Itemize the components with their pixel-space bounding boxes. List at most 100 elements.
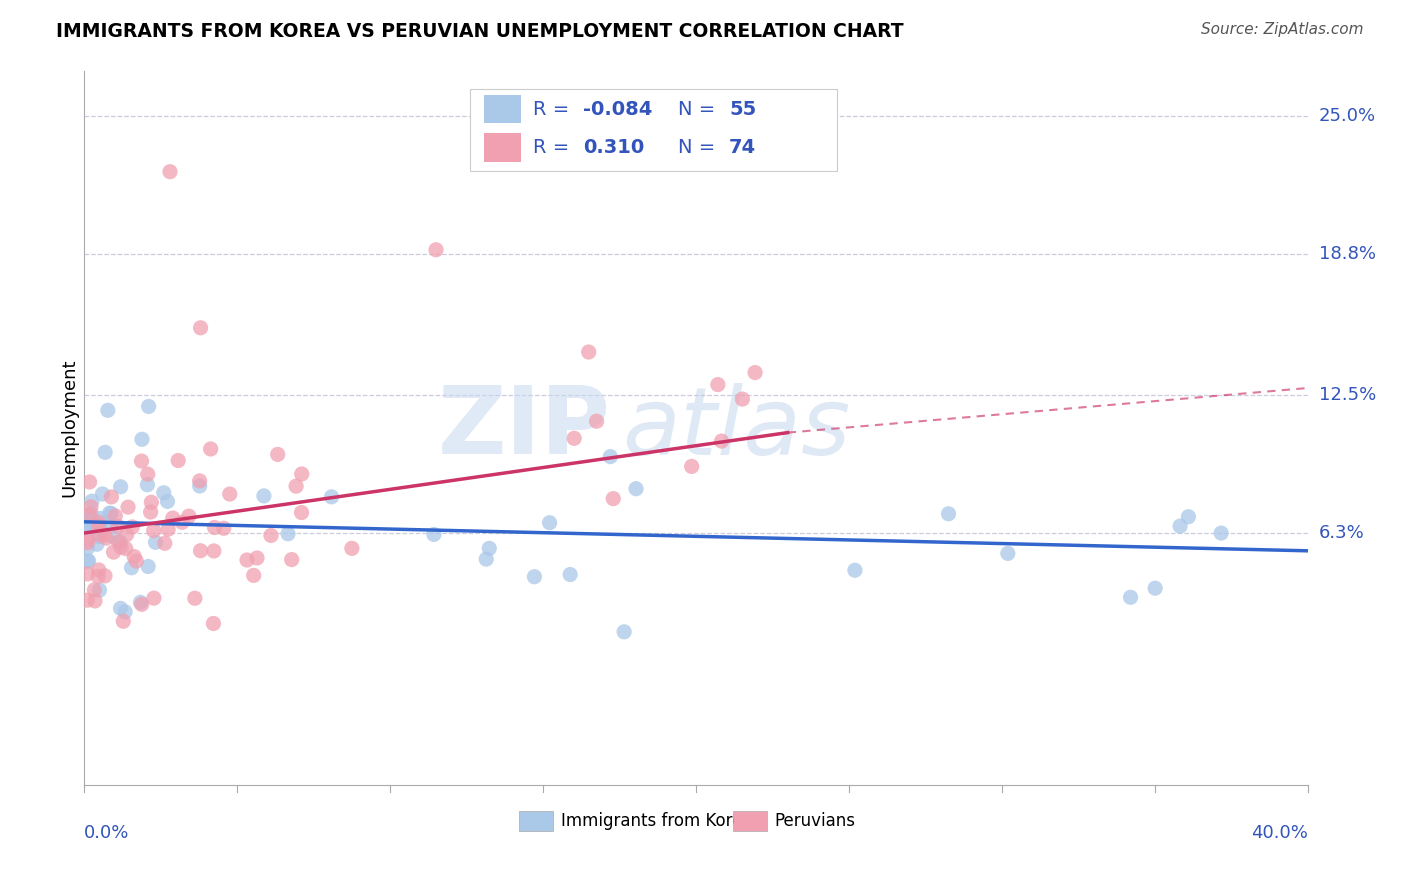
Point (177, 509, 200, 524)
Text: 12.5%: 12.5% (1319, 385, 1376, 404)
Text: 40.0%: 40.0% (1251, 824, 1308, 842)
Point (76, 541, 98, 555)
Point (107, 535, 129, 549)
Point (94, 445, 117, 459)
Point (478, 541, 501, 556)
Text: R =: R = (533, 138, 576, 157)
Point (267, 447, 290, 461)
Point (114, 541, 136, 556)
Point (104, 508, 127, 523)
FancyBboxPatch shape (470, 89, 837, 171)
Text: Source: ZipAtlas.com: Source: ZipAtlas.com (1201, 22, 1364, 37)
Text: Peruvians: Peruvians (775, 813, 855, 830)
FancyBboxPatch shape (484, 134, 522, 162)
Point (280, 552, 302, 566)
Point (76, 523, 98, 537)
Point (236, 553, 259, 567)
Point (744, 366, 766, 380)
Point (190, 321, 212, 335)
Text: R =: R = (533, 100, 576, 119)
Point (938, 507, 960, 521)
Point (1144, 581, 1167, 595)
Point (285, 479, 308, 493)
Point (80, 507, 103, 521)
Text: N =: N = (678, 138, 721, 157)
Point (260, 528, 283, 542)
Point (136, 559, 159, 574)
Point (112, 614, 135, 628)
Point (602, 491, 624, 506)
Point (152, 485, 174, 500)
Point (204, 520, 226, 534)
Text: 25.0%: 25.0% (1319, 107, 1376, 125)
Point (89, 583, 111, 598)
FancyBboxPatch shape (484, 95, 522, 123)
Point (100, 490, 122, 504)
FancyBboxPatch shape (733, 812, 766, 831)
Point (190, 543, 212, 558)
Point (170, 516, 193, 530)
Point (91, 487, 114, 501)
Point (125, 554, 148, 568)
Point (87, 528, 110, 542)
Point (1119, 591, 1142, 605)
Point (157, 522, 180, 536)
Point (153, 536, 176, 550)
Point (997, 546, 1019, 560)
Text: 0.310: 0.310 (583, 138, 645, 157)
Point (131, 433, 153, 447)
Point (200, 442, 222, 456)
Point (242, 568, 264, 582)
Point (562, 431, 585, 445)
Point (167, 453, 190, 467)
Point (87, 569, 110, 583)
Text: 6.3%: 6.3% (1319, 524, 1364, 542)
Point (101, 529, 124, 543)
Point (844, 563, 866, 577)
Point (122, 549, 145, 564)
FancyBboxPatch shape (519, 812, 553, 831)
Point (139, 505, 162, 519)
Point (277, 526, 299, 541)
Point (425, 243, 447, 257)
Text: Immigrants from Korea: Immigrants from Korea (561, 813, 754, 830)
Point (79, 508, 101, 522)
Point (89, 521, 111, 535)
Point (290, 506, 312, 520)
Text: 55: 55 (728, 100, 756, 119)
Point (1177, 509, 1199, 524)
Point (202, 544, 225, 558)
Point (77, 554, 100, 568)
Point (131, 597, 153, 611)
Point (86, 537, 108, 551)
Text: IMMIGRANTS FROM KOREA VS PERUVIAN UNEMPLOYMENT CORRELATION CHART: IMMIGRANTS FROM KOREA VS PERUVIAN UNEMPL… (56, 22, 904, 41)
Point (110, 540, 132, 554)
Point (103, 545, 125, 559)
Point (253, 489, 276, 503)
Point (76, 519, 98, 533)
Point (142, 591, 165, 606)
Point (76, 554, 98, 568)
Point (98, 518, 121, 533)
Text: -0.084: -0.084 (583, 100, 652, 119)
Point (731, 392, 754, 406)
Point (184, 591, 207, 606)
Point (79, 475, 101, 489)
Point (84, 594, 107, 608)
Point (129, 595, 152, 609)
Point (523, 570, 546, 584)
Point (76, 535, 98, 549)
Point (142, 524, 165, 538)
Point (121, 560, 143, 574)
Text: 18.8%: 18.8% (1319, 245, 1375, 263)
Point (117, 500, 139, 515)
Point (98, 506, 121, 520)
Point (681, 459, 703, 474)
Point (423, 527, 446, 541)
Point (97, 403, 120, 417)
Point (321, 490, 343, 504)
Point (87, 515, 110, 529)
Point (87, 530, 110, 544)
Point (145, 535, 167, 549)
Text: 74: 74 (728, 138, 756, 157)
